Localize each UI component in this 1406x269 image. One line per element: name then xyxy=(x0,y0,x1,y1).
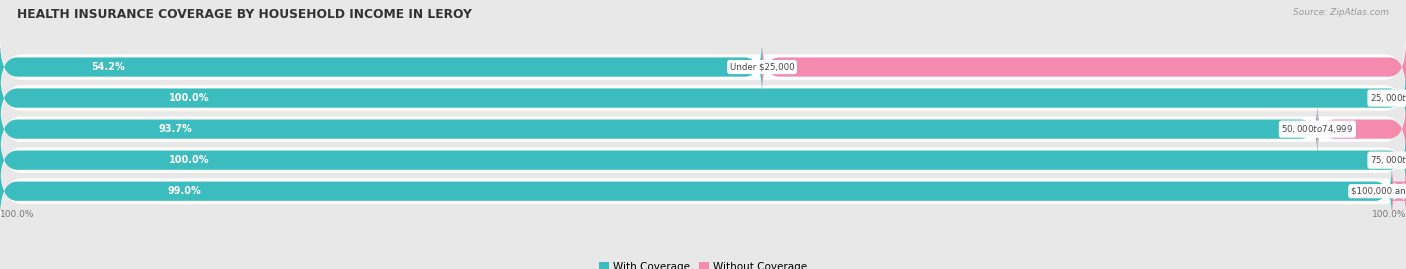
Text: 100.0%: 100.0% xyxy=(0,210,35,220)
Text: Under $25,000: Under $25,000 xyxy=(730,63,794,72)
FancyBboxPatch shape xyxy=(762,40,1406,95)
Text: 99.0%: 99.0% xyxy=(167,186,201,196)
Text: $75,000 to $99,999: $75,000 to $99,999 xyxy=(1369,154,1406,166)
Text: 100.0%: 100.0% xyxy=(169,155,209,165)
FancyBboxPatch shape xyxy=(0,126,1406,194)
FancyBboxPatch shape xyxy=(0,95,1406,163)
FancyBboxPatch shape xyxy=(0,64,1406,132)
Text: 54.2%: 54.2% xyxy=(91,62,125,72)
Text: $25,000 to $49,999: $25,000 to $49,999 xyxy=(1369,92,1406,104)
FancyBboxPatch shape xyxy=(0,33,1406,101)
FancyBboxPatch shape xyxy=(0,101,1317,157)
Text: HEALTH INSURANCE COVERAGE BY HOUSEHOLD INCOME IN LEROY: HEALTH INSURANCE COVERAGE BY HOUSEHOLD I… xyxy=(17,8,472,21)
FancyBboxPatch shape xyxy=(1317,101,1406,157)
FancyBboxPatch shape xyxy=(0,40,762,95)
FancyBboxPatch shape xyxy=(0,164,1392,219)
FancyBboxPatch shape xyxy=(0,133,1406,188)
Text: $100,000 and over: $100,000 and over xyxy=(1351,187,1406,196)
Text: 100.0%: 100.0% xyxy=(1371,210,1406,220)
Text: $50,000 to $74,999: $50,000 to $74,999 xyxy=(1281,123,1354,135)
Text: Source: ZipAtlas.com: Source: ZipAtlas.com xyxy=(1294,8,1389,17)
Text: 100.0%: 100.0% xyxy=(169,93,209,103)
FancyBboxPatch shape xyxy=(0,70,1406,126)
Legend: With Coverage, Without Coverage: With Coverage, Without Coverage xyxy=(599,262,807,269)
FancyBboxPatch shape xyxy=(1389,164,1406,219)
Text: 93.7%: 93.7% xyxy=(157,124,191,134)
FancyBboxPatch shape xyxy=(0,157,1406,225)
